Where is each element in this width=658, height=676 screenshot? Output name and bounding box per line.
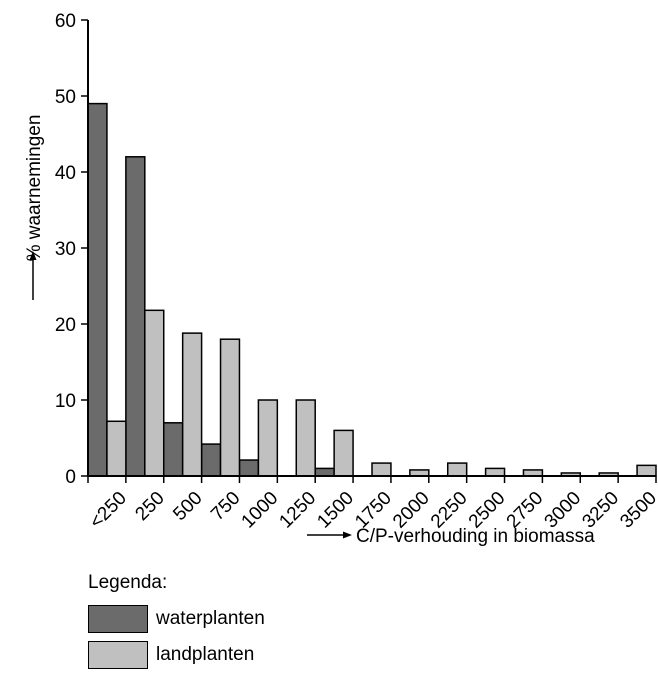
bar-waterplanten-6 [314, 467, 335, 477]
x-ticks: <250 250 500 750100012501500175020002250250… [86, 476, 658, 533]
legend-item-landplanten: landplanten [88, 640, 265, 670]
x-tick-label-4: 1000 [238, 488, 283, 533]
bar-landplanten-5 [295, 399, 316, 477]
legend-item-waterplanten: waterplanten [88, 604, 265, 634]
bars [87, 102, 657, 477]
bar-waterplanten-4 [238, 459, 260, 477]
x-tick-label-5: 1250 [275, 488, 320, 533]
bar-landplanten-14 [636, 464, 657, 477]
y-tick-label-30: 30 [55, 239, 76, 260]
bar-waterplanten-0 [87, 102, 108, 477]
y-axis-title: % waarnemingen [24, 115, 45, 262]
bar-landplanten-1 [144, 309, 165, 477]
x-tick-label-2: 500 [169, 488, 206, 525]
y-ticks: 0 10 20 30 40 50 60 [55, 11, 88, 488]
x-axis-label: C/P-verhouding in biomassa [356, 526, 595, 547]
y-tick-label-20: 20 [55, 315, 76, 336]
bar-landplanten-9 [446, 462, 468, 477]
x-tick-label-14: 3500 [616, 488, 658, 533]
y-axis-label: % waarnemingen [24, 115, 45, 262]
y-tick-label-0: 0 [65, 467, 76, 488]
bar-waterplanten-3 [200, 443, 222, 477]
bar-waterplanten-1 [125, 156, 146, 477]
legend-swatch-landplanten [88, 641, 148, 669]
y-axis-arrow-icon [29, 251, 37, 300]
bar-landplanten-2 [181, 332, 203, 477]
bar-landplanten-7 [371, 462, 392, 477]
bar-landplanten-10 [484, 467, 506, 477]
bar-landplanten-0 [106, 420, 127, 477]
bar-landplanten-3 [219, 338, 241, 477]
x-axis-arrow-icon [307, 531, 352, 539]
bar-landplanten-6 [333, 429, 354, 477]
bar-waterplanten-2 [162, 422, 184, 477]
y-tick-label-10: 10 [55, 391, 76, 412]
y-tick-label-50: 50 [55, 87, 76, 108]
legend-title: Legenda: [88, 572, 168, 593]
x-tick-label-6: 1500 [313, 488, 358, 533]
legend-label-waterplanten: waterplanten [156, 608, 265, 629]
legend: Legenda: waterplanten landplanten [88, 572, 265, 676]
legend-label-landplanten: landplanten [156, 644, 255, 665]
x-tick-label-1: 250 [131, 488, 168, 525]
legend-swatch-waterplanten [88, 605, 148, 633]
bar-landplanten-4 [257, 399, 279, 477]
x-tick-label-0: <250 [86, 488, 131, 533]
y-tick-label-60: 60 [55, 11, 76, 32]
y-tick-label-40: 40 [55, 163, 76, 184]
